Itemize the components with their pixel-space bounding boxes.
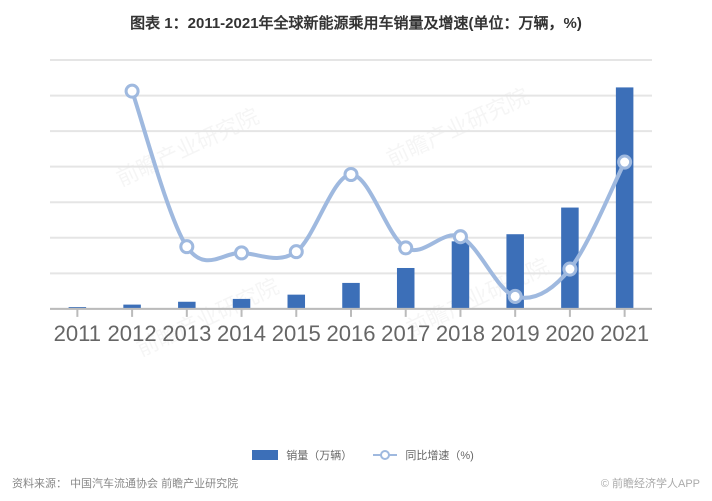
- legend-bar-label: 销量（万辆）: [286, 450, 352, 462]
- x-category: 2016: [326, 321, 375, 346]
- line-marker: [400, 242, 412, 254]
- source-line: 资料来源： 中国汽车流通协会 前瞻产业研究院: [12, 475, 238, 491]
- chart-container: 图表 1：2011-2021年全球新能源乘用车销量及增速(单位：万辆，%) 前瞻…: [0, 0, 712, 501]
- x-category: 2018: [436, 321, 485, 346]
- x-category: 2017: [381, 321, 430, 346]
- chart-title: 图表 1：2011-2021年全球新能源乘用车销量及增速(单位：万辆，%): [0, 12, 712, 33]
- source-text: 中国汽车流通协会 前瞻产业研究院: [70, 478, 238, 490]
- copyright-text: © 前瞻经济学人APP: [601, 475, 700, 491]
- x-category: 2020: [545, 321, 594, 346]
- line-marker: [454, 231, 466, 243]
- line-marker: [509, 290, 521, 302]
- source-label: 资料来源：: [12, 478, 67, 490]
- x-category: 2019: [491, 321, 540, 346]
- bar: [616, 87, 634, 308]
- x-category: 2012: [108, 321, 157, 346]
- bar: [452, 241, 470, 309]
- line-marker: [619, 156, 631, 168]
- x-category: 2013: [162, 321, 211, 346]
- line-marker: [290, 246, 302, 258]
- legend-line-swatch: [373, 454, 397, 456]
- x-category: 2011: [54, 321, 101, 346]
- line-marker: [181, 241, 193, 253]
- line-marker: [236, 247, 248, 259]
- chart-plot: 01002003004005006007000.00%20.00%40.00%6…: [50, 48, 652, 349]
- x-category: 2015: [272, 321, 321, 346]
- x-category: 2021: [600, 321, 649, 346]
- line-marker: [564, 263, 576, 275]
- bar: [233, 299, 251, 309]
- bar: [342, 283, 360, 309]
- growth-line: [132, 91, 625, 298]
- legend-line-label: 同比增速（%): [405, 450, 473, 462]
- legend-bar-swatch: [252, 450, 278, 460]
- x-category: 2014: [217, 321, 266, 346]
- bar: [397, 268, 415, 309]
- bar: [178, 302, 196, 309]
- line-marker: [345, 168, 357, 180]
- line-marker: [126, 85, 138, 97]
- chart-legend: 销量（万辆） 同比增速（%): [0, 447, 712, 463]
- bar: [288, 295, 306, 309]
